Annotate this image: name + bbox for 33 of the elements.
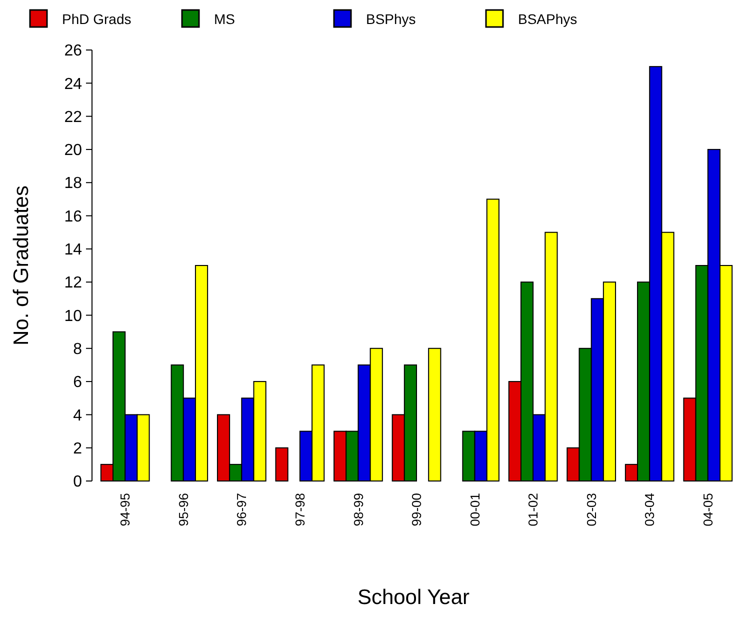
x-tick-label: 94-95 <box>118 493 133 526</box>
x-tick-label: 99-00 <box>409 493 424 526</box>
bar <box>275 447 288 482</box>
legend-label: MS <box>214 10 235 27</box>
y-tick-label: 4 <box>73 407 82 424</box>
legend-label: BSPhys <box>366 10 416 27</box>
y-tick-label: 20 <box>64 142 82 160</box>
x-tick-label: 04-05 <box>700 493 716 526</box>
x-tick-label: 97-98 <box>292 493 308 526</box>
x-tick-label: 00-01 <box>467 493 482 526</box>
x-tick-label: 03-04 <box>642 493 658 526</box>
y-tick-label: 22 <box>64 108 82 126</box>
y-tick-label: 12 <box>64 274 82 292</box>
bar <box>428 348 442 482</box>
y-tick-label: 6 <box>73 374 82 392</box>
y-tick-label: 24 <box>64 76 82 93</box>
y-tick-label: 26 <box>64 42 82 60</box>
x-tick-label: 01-02 <box>526 493 541 526</box>
y-tick-label: 16 <box>64 208 82 226</box>
legend-label: BSAPhys <box>518 10 578 27</box>
x-tick-label: 98-99 <box>350 493 366 526</box>
x-tick-label: 02-03 <box>584 493 599 526</box>
x-axis-title: School Year <box>357 586 470 609</box>
y-tick-label: 18 <box>64 175 82 192</box>
y-tick-label: 10 <box>64 308 82 325</box>
x-tick-label: 95-96 <box>176 493 191 526</box>
legend-label: PhD Grads <box>62 10 132 27</box>
y-tick-label: 0 <box>73 474 82 491</box>
y-axis-title: No. of Graduates <box>10 186 33 346</box>
y-tick-label: 8 <box>73 340 82 358</box>
y-tick-label: 14 <box>64 242 82 259</box>
y-tick-label: 2 <box>73 440 82 458</box>
x-tick-label: 96-97 <box>234 493 250 526</box>
